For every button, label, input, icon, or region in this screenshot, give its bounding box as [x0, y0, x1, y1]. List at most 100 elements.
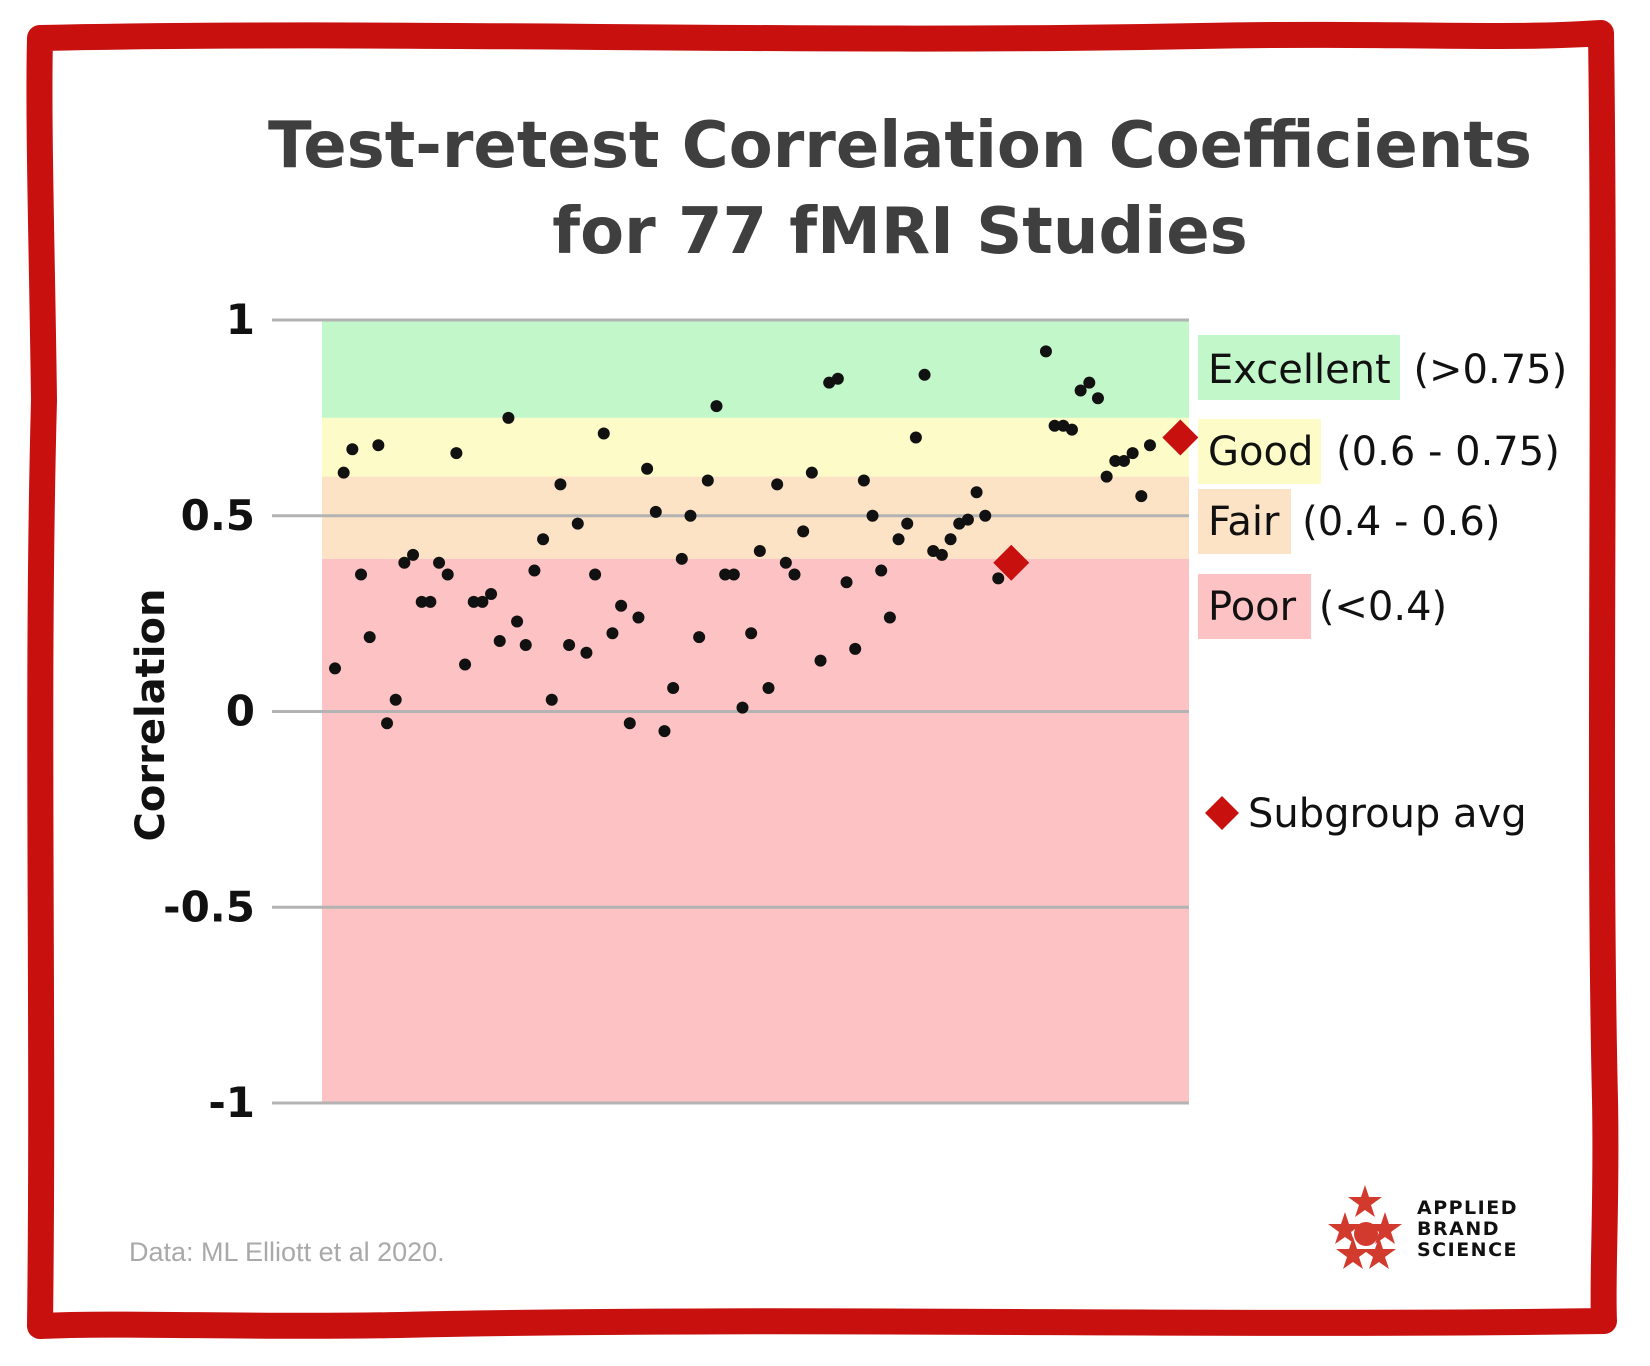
- subgroup-avg-marker-2: [1162, 419, 1199, 456]
- study-point-87: [1117, 454, 1130, 467]
- study-point-14: [441, 568, 454, 581]
- study-point-86: [1109, 454, 1122, 467]
- study-point-51: [762, 682, 775, 695]
- subgroup-legend-label: Subgroup avg: [1248, 791, 1527, 837]
- study-point-43: [693, 631, 706, 644]
- study-point-27: [554, 478, 567, 491]
- band-poor: [322, 558, 1189, 1103]
- study-point-68: [909, 431, 922, 444]
- study-point-61: [849, 642, 862, 655]
- study-point-79: [1048, 419, 1061, 432]
- study-point-67: [901, 517, 914, 530]
- study-point-84: [1091, 392, 1104, 405]
- study-point-18: [476, 595, 489, 608]
- legend-name-excellent: Excellent: [1208, 347, 1391, 393]
- study-point-7: [381, 717, 394, 730]
- subgroup-avg-markers: [993, 419, 1199, 581]
- subgroup-avg-marker-1: [993, 544, 1030, 581]
- study-point-12: [424, 595, 437, 608]
- study-point-57: [814, 654, 827, 667]
- study-point-5: [363, 631, 376, 644]
- source-note: Data: ML Elliott et al 2020.: [129, 1237, 445, 1267]
- legend-name-good: Good: [1208, 429, 1313, 475]
- study-point-37: [641, 462, 654, 475]
- study-point-77: [992, 572, 1005, 585]
- study-point-41: [675, 552, 688, 565]
- study-point-13: [433, 556, 446, 569]
- study-point-31: [589, 568, 602, 581]
- legend-range-good: (0.6 - 0.75): [1336, 429, 1560, 475]
- study-point-89: [1135, 490, 1148, 503]
- legend-range-poor: (<0.4): [1319, 584, 1447, 630]
- study-point-75: [970, 486, 983, 499]
- legend-name-fair: Fair: [1208, 499, 1280, 545]
- study-point-30: [580, 646, 593, 659]
- study-point-60: [840, 576, 853, 589]
- y-tick-label--1: -1: [208, 1078, 255, 1127]
- study-point-52: [771, 478, 784, 491]
- gridlines: [272, 318, 1189, 1105]
- chart-title-line-2: for 77 fMRI Studies: [552, 195, 1247, 269]
- study-point-33: [606, 627, 619, 640]
- legend-label-fair: Fair (0.4 - 0.6): [1208, 499, 1500, 545]
- subgroup-legend: Subgroup avg: [1205, 791, 1527, 837]
- study-point-71: [935, 548, 948, 561]
- study-point-24: [528, 564, 541, 577]
- brand-name-line-2: BRAND: [1417, 1218, 1500, 1240]
- study-point-42: [684, 509, 697, 522]
- y-tick-label-1: 1: [226, 295, 255, 344]
- study-point-65: [883, 611, 896, 624]
- study-point-6: [372, 439, 385, 452]
- study-point-78: [1039, 345, 1052, 358]
- legend-label-good: Good (0.6 - 0.75): [1208, 429, 1560, 475]
- subgroup-legend-diamond-icon: [1205, 796, 1239, 830]
- study-point-19: [485, 588, 498, 601]
- study-point-76: [979, 509, 992, 522]
- legend-label-excellent: Excellent (>0.75): [1208, 347, 1567, 393]
- study-point-28: [563, 638, 576, 651]
- band-excellent: [322, 320, 1189, 418]
- study-point-81: [1065, 423, 1078, 436]
- y-axis-ticks: 1 0.5 0 -0.5 -1: [163, 295, 255, 1127]
- study-point-63: [866, 509, 879, 522]
- study-point-62: [857, 474, 870, 487]
- study-point-34: [615, 599, 628, 612]
- brand-name-line-1: APPLIED: [1417, 1197, 1518, 1219]
- study-point-23: [519, 638, 532, 651]
- study-point-85: [1100, 470, 1113, 483]
- study-point-44: [701, 474, 714, 487]
- study-point-82: [1074, 384, 1087, 397]
- study-point-17: [467, 595, 480, 608]
- y-tick-label-0: 0: [226, 687, 255, 736]
- study-point-59: [831, 372, 844, 385]
- legend-range-fair: (0.4 - 0.6): [1302, 499, 1500, 545]
- brand-logo: APPLIED BRAND SCIENCE: [1328, 1185, 1518, 1269]
- brand-star-cluster-icon: [1328, 1185, 1402, 1269]
- study-point-64: [875, 564, 888, 577]
- band-legend: Excellent (>0.75) Good (0.6 - 0.75) Fair…: [1198, 335, 1567, 639]
- study-point-54: [788, 568, 801, 581]
- legend-bg-poor: [1198, 574, 1311, 639]
- quality-bands: [322, 320, 1189, 1103]
- study-point-46: [719, 568, 732, 581]
- study-point-56: [805, 466, 818, 479]
- study-point-25: [537, 533, 550, 546]
- study-point-20: [493, 635, 506, 648]
- legend-name-poor: Poor: [1208, 584, 1297, 630]
- study-point-47: [727, 568, 740, 581]
- study-point-8: [389, 693, 402, 706]
- study-point-21: [502, 411, 515, 424]
- legend-label-poor: Poor (<0.4): [1208, 584, 1447, 630]
- study-point-69: [918, 368, 931, 381]
- study-point-36: [632, 611, 645, 624]
- study-point-2: [337, 466, 350, 479]
- study-point-39: [658, 725, 671, 738]
- study-point-4: [355, 568, 368, 581]
- study-point-11: [415, 595, 428, 608]
- study-point-40: [667, 682, 680, 695]
- study-points: [329, 345, 1156, 738]
- brand-name-line-3: SCIENCE: [1417, 1239, 1518, 1261]
- study-point-32: [597, 427, 610, 440]
- study-point-74: [961, 513, 974, 526]
